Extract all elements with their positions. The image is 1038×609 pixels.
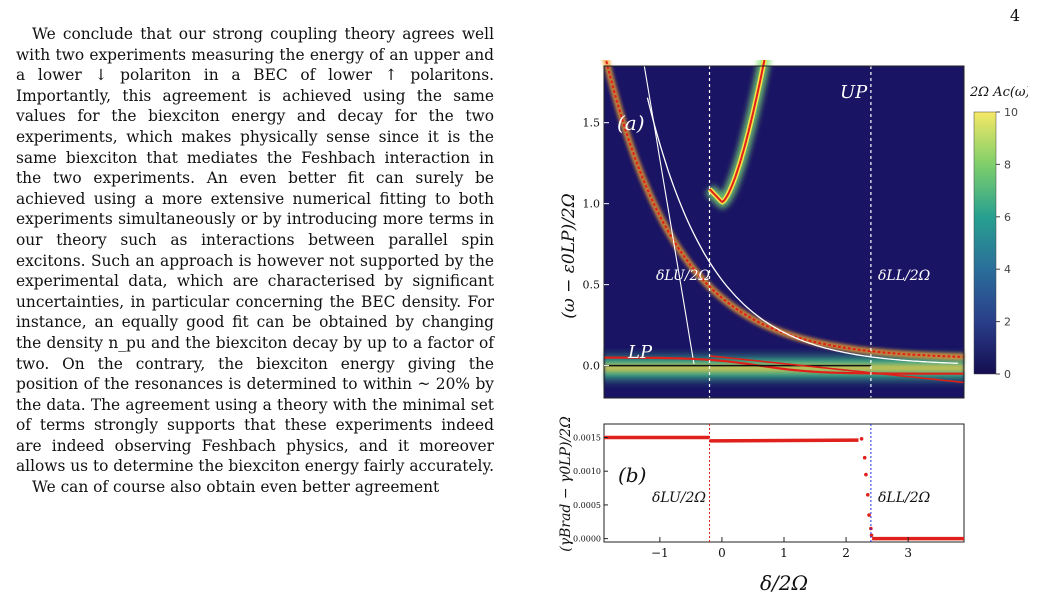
colorbar-tick-label: 8 — [1004, 158, 1011, 171]
y-tick-label-a: 1.5 — [583, 117, 601, 130]
x-tick-label: 1 — [780, 546, 788, 560]
b-point — [859, 437, 864, 441]
up-label: UP — [840, 82, 868, 103]
y-tick-label-a: 0.0 — [583, 360, 601, 373]
delta-lu-label-b: δLU/2Ω — [652, 490, 706, 506]
panel-b-label: (b) — [618, 463, 646, 487]
b-point — [867, 513, 871, 517]
page-number: 4 — [1009, 6, 1020, 25]
colorbar-tick-label: 2 — [1004, 316, 1011, 329]
colorbar-label: 2Ω Ac(ω) — [969, 85, 1028, 100]
y-axis-label-b: (γBrad − γ0LP)/2Ω — [558, 416, 574, 552]
colorbar-tick-label: 4 — [1004, 263, 1011, 276]
colorbar-tick-label: 6 — [1004, 211, 1011, 224]
y-tick-label-b: 0.0015 — [573, 433, 601, 442]
colorbar-tick-label: 0 — [1004, 368, 1011, 381]
y-tick-label-b: 0.0010 — [573, 467, 601, 476]
x-tick-label: 0 — [718, 546, 726, 560]
x-tick-label: −1 — [651, 546, 669, 560]
axis-ticks: 1.5 1.0 0.5 0.0 0.0015 0.0010 0.0005 0.0000 −1 0 1… — [573, 117, 912, 560]
body-text: We conclude that our strong coupling the… — [16, 24, 494, 498]
descending-red-line — [603, 51, 965, 358]
lp-upper-red-line — [709, 355, 965, 384]
panel-a-heatmap — [604, 66, 964, 398]
figure-svg: (a) UP LP δLU/2Ω δLL/2Ω (b) δLU/2Ω δLL/2… — [558, 0, 1031, 595]
y-tick-label-a: 0.5 — [583, 279, 601, 292]
lp-red-line — [604, 356, 964, 375]
colorbar-tick-label: 10 — [1004, 106, 1018, 119]
lp-label: LP — [627, 342, 653, 363]
b-segment-2 — [709, 438, 859, 443]
delta-ll-label-a: δLL/2Ω — [878, 268, 931, 284]
colorbar — [973, 111, 997, 375]
colorbar-ticks: 10 8 6 4 2 0 — [996, 106, 1018, 381]
white-curve — [646, 97, 958, 364]
x-tick-label: 3 — [904, 546, 912, 560]
paragraph: We conclude that our strong coupling the… — [16, 24, 494, 477]
panel-a-label: (a) — [617, 111, 645, 135]
delta-ll-label-b: δLL/2Ω — [878, 490, 931, 506]
figure: (a) UP LP δLU/2Ω δLL/2Ω (b) δLU/2Ω δLL/2… — [548, 0, 1031, 609]
paragraph: We can of course also obtain even better… — [16, 477, 494, 498]
b-point — [869, 533, 874, 538]
b-point — [862, 455, 867, 460]
x-tick-label: 2 — [842, 546, 850, 560]
delta-lu-label-a: δLU/2Ω — [656, 268, 710, 284]
y-axis-label-a: (ω − ε0LP)/2Ω — [559, 193, 579, 318]
white-steep-curve — [643, 65, 695, 365]
x-axis-label: δ/2Ω — [760, 571, 808, 595]
panel-a-plot — [600, 0, 965, 398]
paragraph-text: We conclude that our strong coupling the… — [16, 25, 494, 476]
y-tick-label-b: 0.0005 — [573, 501, 601, 510]
panel-b-plot — [604, 424, 964, 542]
panel-b-frame — [603, 423, 965, 543]
b-point — [864, 472, 868, 477]
y-tick-label-b: 0.0000 — [573, 535, 601, 544]
y-tick-label-a: 1.0 — [583, 198, 601, 211]
b-point — [865, 493, 870, 497]
paragraph-text: We can of course also obtain even better… — [32, 478, 440, 497]
